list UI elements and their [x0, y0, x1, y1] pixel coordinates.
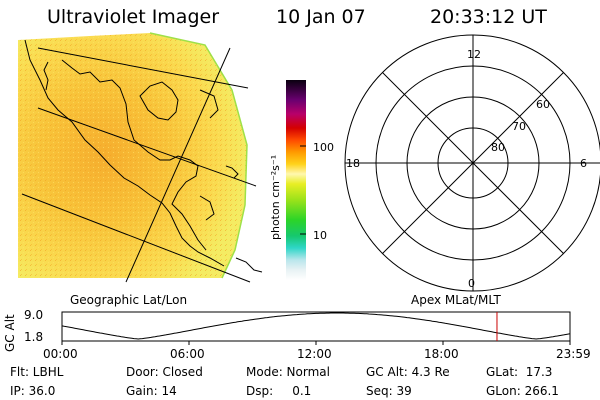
time-tick-1800: 18:00 [424, 347, 459, 361]
colorbar-label-10: 10 [313, 229, 327, 242]
polar-plot [344, 34, 600, 292]
altitude-plot-frame [61, 311, 571, 342]
mode-status: Mode: Normal [246, 365, 330, 379]
altitude-curve [61, 312, 571, 340]
polar-label-lat-70: 70 [512, 120, 526, 133]
polar-label-18: 18 [346, 157, 360, 170]
colorbar [286, 80, 306, 280]
polar-label-12: 12 [467, 48, 481, 61]
filter-status: Flt: LBHL [10, 365, 64, 379]
geo-latitude-status: GLat: 17.3 [486, 365, 553, 379]
ip-status: IP: 36.0 [10, 384, 56, 398]
polar-label-lat-60: 60 [536, 98, 550, 111]
observation-date: 10 Jan 07 [276, 6, 366, 28]
geo-grid-lines [21, 47, 257, 283]
polar-diag-2 [382, 72, 564, 254]
coastline-overlay [24, 39, 239, 267]
altitude-axis-label: GC Alt [3, 314, 17, 352]
gc-altitude-status: GC Alt: 4.3 Re [366, 365, 450, 379]
colorbar-unit-label: photon cm⁻²s⁻¹ [269, 154, 282, 240]
door-status: Door: Closed [126, 365, 203, 379]
time-tick-1200: 12:00 [297, 347, 332, 361]
colorbar-label-100: 100 [313, 141, 334, 154]
time-tick-0600: 06:00 [170, 347, 205, 361]
altitude-strip [61, 311, 571, 345]
apex-label: Apex MLat/MLT [411, 293, 501, 307]
sequence-status: Seq: 39 [366, 384, 412, 398]
observation-time: 20:33:12 UT [430, 6, 547, 28]
altitude-y-tick-max: 9.0 [24, 308, 44, 322]
uv-image [18, 32, 263, 283]
gain-status: Gain: 14 [126, 384, 177, 398]
polar-label-6: 6 [580, 157, 587, 170]
polar-label-0: 0 [468, 277, 475, 290]
polar-label-lat-80: 80 [491, 141, 505, 154]
time-tick-2359: 23:59 [556, 347, 591, 361]
instrument-title: Ultraviolet Imager [47, 6, 220, 28]
time-tick-0000: 00:00 [43, 347, 78, 361]
limb-edge [149, 32, 248, 279]
altitude-y-tick-min: 1.8 [24, 330, 44, 344]
coastline-outside [43, 61, 49, 91]
geographic-label: Geographic Lat/Lon [70, 293, 188, 307]
dsp-status: Dsp: 0.1 [246, 384, 312, 398]
colorbar-gradient [286, 80, 306, 280]
geo-longitude-status: GLon: 266.1 [486, 384, 559, 398]
